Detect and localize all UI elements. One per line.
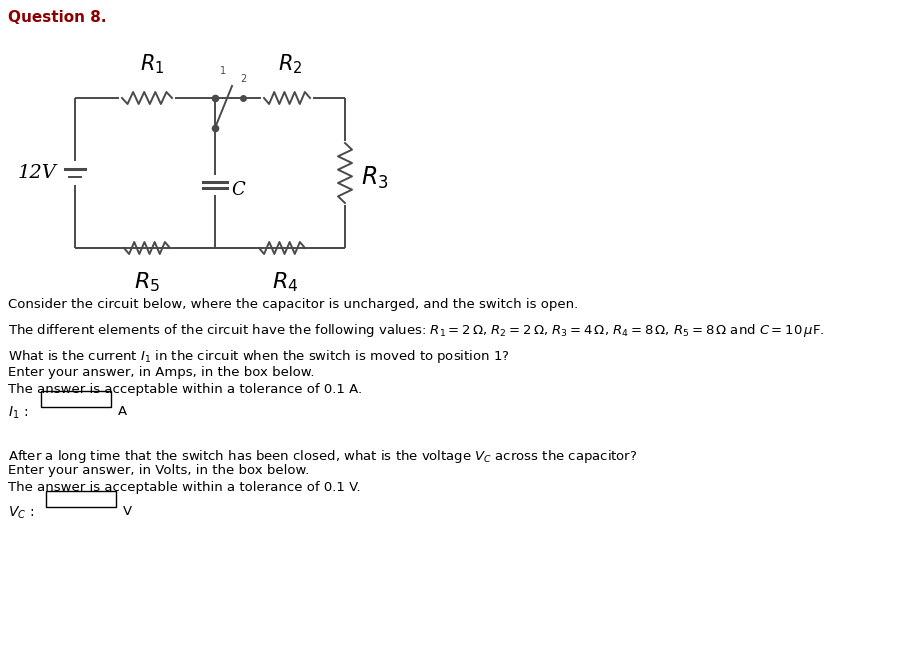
Text: $V_C$ :: $V_C$ : [8,505,34,522]
Text: After a long time that the switch has been closed, what is the voltage $V_C$ acr: After a long time that the switch has be… [8,448,637,465]
Text: 12V: 12V [18,164,57,182]
FancyBboxPatch shape [41,391,111,407]
Text: $R_4$: $R_4$ [272,270,298,294]
Text: $I_1$ :: $I_1$ : [8,405,28,422]
Text: V: V [123,505,132,518]
Text: The different elements of the circuit have the following values: $R_1 = 2\,\Omeg: The different elements of the circuit ha… [8,322,824,339]
Text: C: C [231,181,245,199]
Text: Consider the circuit below, where the capacitor is uncharged, and the switch is : Consider the circuit below, where the ca… [8,298,578,311]
Text: A: A [118,405,127,418]
Text: Enter your answer, in Volts, in the box below.: Enter your answer, in Volts, in the box … [8,464,309,477]
Text: $R_2$: $R_2$ [277,52,302,76]
Text: $R_1$: $R_1$ [140,52,164,76]
Text: 2: 2 [239,74,246,84]
Text: $R_5$: $R_5$ [134,270,160,294]
Text: What is the current $I_1$ in the circuit when the switch is moved to position 1?: What is the current $I_1$ in the circuit… [8,348,509,365]
Text: Question 8.: Question 8. [8,10,107,25]
Text: Enter your answer, in Amps, in the box below.: Enter your answer, in Amps, in the box b… [8,366,314,379]
FancyBboxPatch shape [46,491,116,507]
Text: $R_3$: $R_3$ [360,165,388,191]
Text: 1: 1 [219,66,226,76]
Text: The answer is acceptable within a tolerance of 0.1 V.: The answer is acceptable within a tolera… [8,481,360,494]
Text: The answer is acceptable within a tolerance of 0.1 A.: The answer is acceptable within a tolera… [8,383,362,396]
